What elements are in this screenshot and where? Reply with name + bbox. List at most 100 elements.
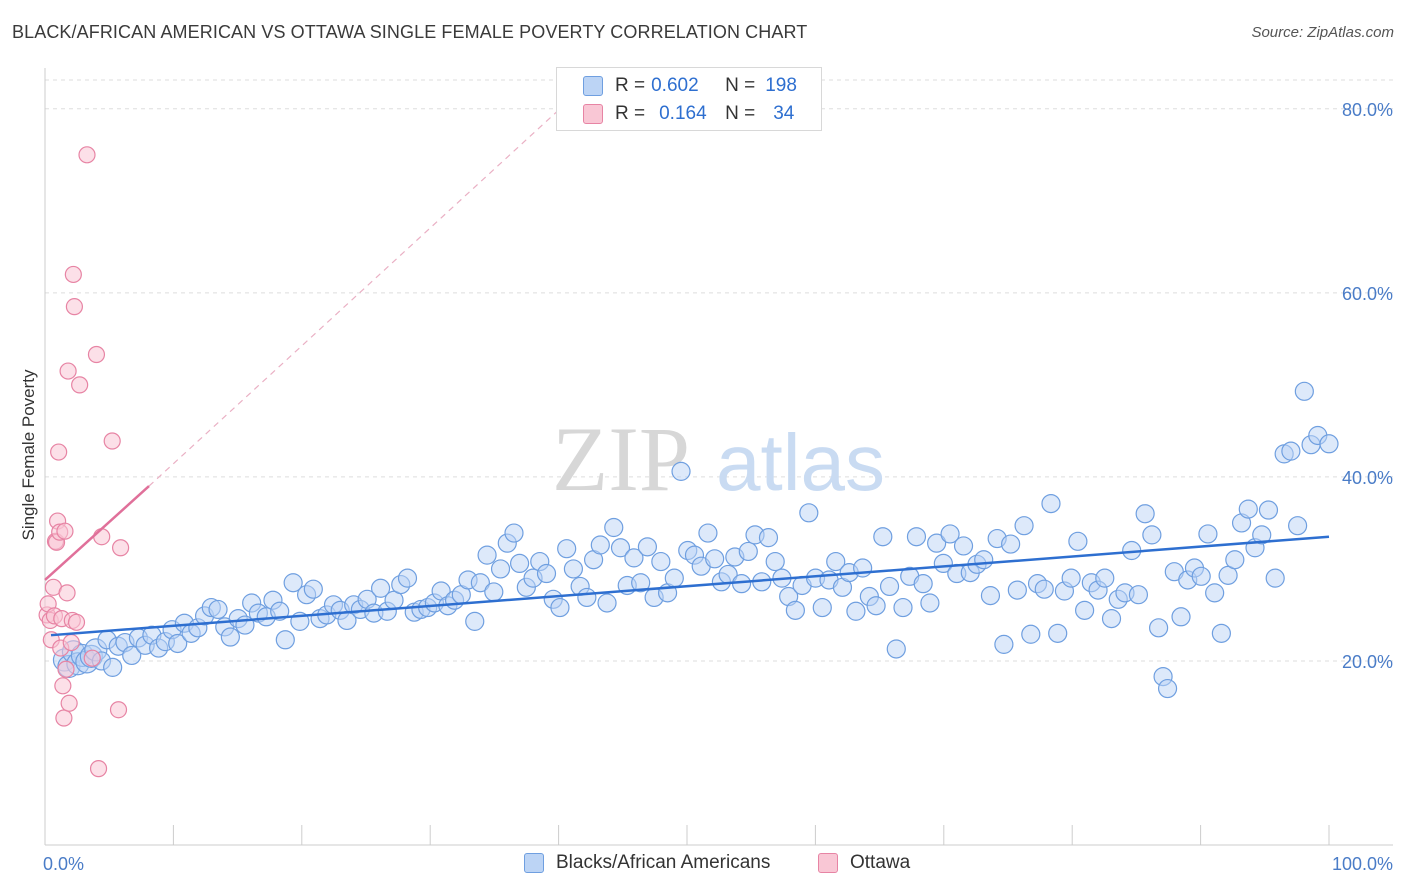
point-blacks	[563, 559, 584, 579]
point-blacks	[1135, 504, 1155, 524]
point-ottawa	[103, 432, 121, 450]
point-blacks	[1095, 568, 1115, 588]
point-blacks	[927, 533, 947, 553]
point-blacks	[698, 523, 718, 543]
point-ottawa	[55, 709, 73, 727]
legend-n-label: N =	[725, 103, 756, 124]
point-blacks	[758, 528, 779, 548]
legend-n-value-blacks: 198	[765, 75, 797, 96]
point-ottawa	[64, 265, 82, 284]
series-ottawa-points	[38, 146, 130, 778]
point-ottawa	[93, 528, 111, 546]
point-blacks	[994, 634, 1014, 654]
point-blacks	[1252, 525, 1272, 545]
source-credit: Source: ZipAtlas.com	[1251, 24, 1394, 41]
legend-item-blacks[interactable]: Blacks/African Americans	[524, 852, 770, 874]
point-ottawa	[89, 760, 108, 778]
point-blacks	[1075, 600, 1095, 620]
point-blacks	[624, 548, 644, 568]
legend-swatch-ottawa	[818, 853, 838, 873]
legend-n-label: N =	[725, 75, 756, 96]
point-blacks	[651, 551, 671, 572]
point-blacks	[886, 639, 906, 659]
x-tick-label-max: 100.0%	[1332, 854, 1393, 874]
point-blacks	[1211, 623, 1231, 643]
point-blacks	[812, 597, 832, 618]
point-blacks	[103, 657, 123, 677]
point-blacks	[1281, 441, 1301, 461]
point-ottawa	[65, 298, 84, 316]
legend-item-ottawa[interactable]: Ottawa	[818, 852, 910, 874]
point-blacks	[220, 627, 240, 647]
point-blacks	[1021, 624, 1041, 644]
point-blacks	[913, 574, 933, 594]
point-blacks	[550, 597, 570, 618]
axes	[44, 68, 1393, 846]
trend-line-blacks	[50, 535, 1330, 637]
point-blacks	[484, 582, 504, 602]
point-blacks	[920, 593, 940, 613]
point-blacks	[610, 538, 631, 558]
point-blacks	[940, 524, 960, 544]
series-legend: Blacks/African Americans Ottawa	[0, 852, 1406, 878]
watermark-atlas: atlas	[716, 418, 885, 507]
point-ottawa	[58, 584, 76, 602]
point-blacks	[168, 633, 188, 654]
legend-label-blacks: Blacks/African Americans	[556, 852, 771, 873]
point-blacks	[879, 576, 900, 597]
point-blacks	[1041, 493, 1061, 514]
legend-row-blacks: R = 0.602 N = 198	[557, 72, 797, 100]
trend-line-ottawa-extended	[148, 108, 561, 487]
point-blacks	[1128, 585, 1149, 605]
point-blacks	[1001, 534, 1021, 554]
point-blacks	[1198, 524, 1218, 544]
point-blacks	[1007, 580, 1027, 600]
legend-r-label: R =	[615, 103, 646, 124]
point-blacks	[470, 573, 490, 593]
point-blacks	[604, 517, 624, 538]
point-blacks	[1288, 516, 1308, 536]
legend-r-value-blacks: 0.602	[651, 75, 699, 96]
point-blacks	[1048, 623, 1068, 643]
point-blacks	[980, 586, 1001, 606]
point-blacks	[1205, 583, 1225, 603]
point-blacks	[536, 563, 557, 584]
legend-swatch-ottawa	[583, 104, 603, 124]
point-blacks	[826, 551, 846, 572]
point-ottawa	[87, 345, 106, 364]
point-ottawa	[83, 649, 101, 667]
point-blacks	[370, 578, 391, 598]
point-blacks	[866, 596, 886, 616]
point-ottawa	[71, 376, 89, 394]
point-blacks	[873, 527, 893, 547]
point-blacks	[1319, 434, 1339, 454]
point-ottawa	[50, 443, 68, 461]
point-blacks	[846, 601, 866, 621]
x-tick-label-min: 0.0%	[43, 854, 84, 874]
point-blacks	[577, 587, 597, 608]
series-blacks-points	[52, 381, 1339, 699]
point-blacks	[785, 600, 805, 620]
point-blacks	[270, 601, 290, 621]
point-blacks	[1014, 516, 1034, 536]
y-tick-label: 80.0%	[1342, 100, 1393, 120]
point-blacks	[1034, 579, 1054, 599]
trend-line-ottawa	[44, 485, 150, 581]
point-blacks	[637, 537, 658, 557]
point-blacks	[557, 539, 577, 559]
point-blacks	[1101, 609, 1122, 629]
point-blacks	[1157, 678, 1178, 699]
point-blacks	[1148, 618, 1169, 638]
point-blacks	[1142, 525, 1162, 545]
legend-label-ottawa: Ottawa	[850, 852, 911, 873]
point-blacks	[275, 630, 295, 650]
point-blacks	[1171, 607, 1191, 627]
point-ottawa	[54, 677, 72, 695]
watermark-zip: ZIP	[552, 408, 690, 510]
point-blacks	[283, 573, 303, 593]
point-ottawa	[78, 146, 96, 164]
point-ottawa	[109, 701, 128, 719]
point-blacks	[1294, 381, 1314, 401]
point-blacks	[1258, 500, 1279, 520]
stats-legend: R = 0.602 N = 198 R = 0.164 N = 34	[556, 67, 822, 131]
